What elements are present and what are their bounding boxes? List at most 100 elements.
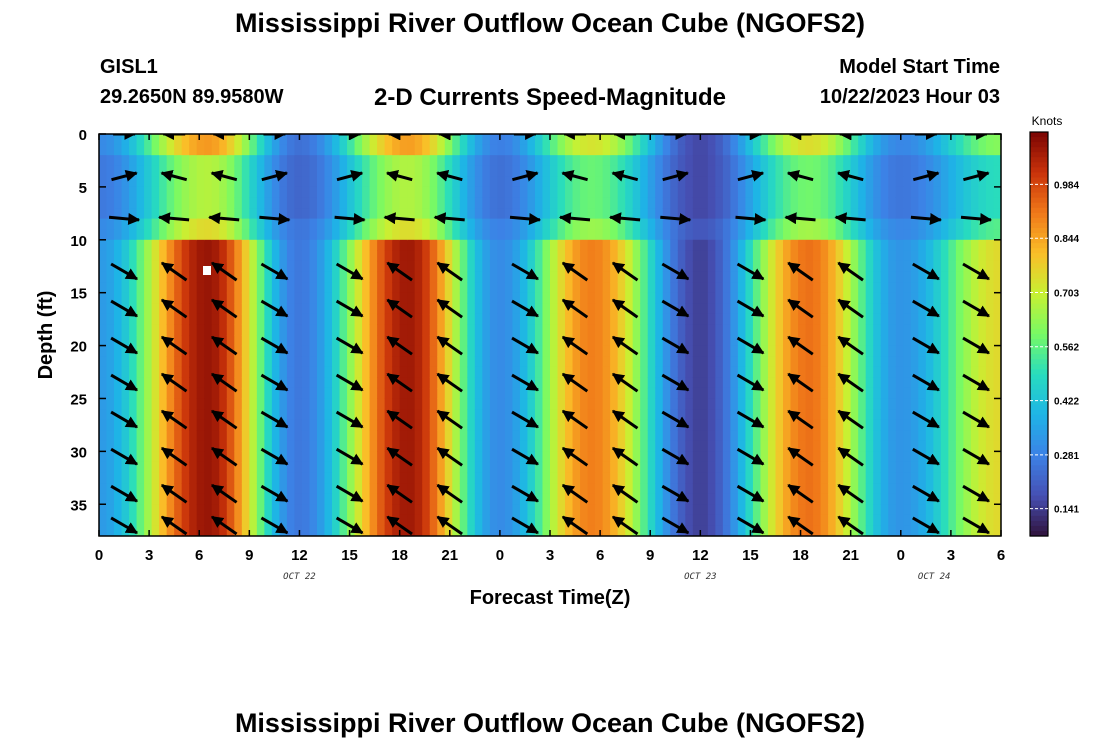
heat-cell [114, 461, 123, 474]
heat-cell [843, 493, 852, 505]
heat-cell [241, 366, 250, 378]
heat-cell [219, 356, 228, 368]
heat-cell [955, 472, 965, 484]
heat-cell [865, 398, 874, 410]
heat-cell [354, 366, 363, 378]
heat-cell [542, 250, 551, 262]
heat-cell [662, 356, 671, 368]
heat-cell [700, 292, 709, 304]
current-vector [837, 409, 864, 430]
heat-cell [557, 472, 566, 484]
heat-cell [474, 345, 483, 357]
heat-cell [760, 504, 769, 516]
heat-cell [399, 155, 408, 167]
heat-cell [640, 271, 649, 283]
heat-cell [497, 313, 506, 326]
heat-cell [685, 260, 694, 273]
heat-cell [955, 335, 965, 347]
heat-cell [414, 472, 423, 484]
heat-cell [234, 197, 243, 209]
heat-cell [99, 504, 108, 516]
heat-cell [234, 155, 243, 167]
heat-cell [414, 250, 423, 262]
heat-cell [99, 356, 108, 368]
heat-cell [595, 472, 604, 484]
heat-cell [805, 461, 814, 474]
heat-cell [948, 282, 957, 294]
heat-cell [286, 504, 296, 516]
colorbar-segment [1030, 253, 1048, 259]
heat-cell [760, 292, 769, 304]
heat-cell [534, 483, 544, 495]
heat-cell [632, 303, 641, 315]
heat-cell [940, 144, 949, 156]
heat-cell [640, 239, 649, 251]
heat-cell [850, 250, 859, 262]
colorbar-segment [1030, 384, 1048, 391]
heat-cell [286, 292, 296, 304]
heat-cell [933, 292, 942, 304]
heat-cell [204, 345, 213, 357]
heat-cell [745, 197, 754, 209]
heat-cell [151, 356, 160, 368]
heat-cell [377, 324, 386, 336]
heat-cell [730, 387, 739, 400]
colorbar-segment [1030, 243, 1048, 249]
heat-cell [249, 208, 258, 220]
heat-cell [497, 451, 506, 463]
current-vector [737, 169, 765, 182]
heat-cell [114, 398, 123, 410]
heat-cell [813, 229, 822, 241]
heat-cell [452, 387, 461, 400]
heat-cell [970, 398, 980, 410]
heat-cell [925, 282, 934, 294]
heat-cell [219, 313, 228, 326]
current-vector [211, 409, 238, 430]
heat-cell [918, 165, 927, 177]
heat-cell [655, 239, 664, 251]
heat-cell [166, 345, 175, 357]
heat-cell [730, 229, 739, 241]
heat-cell [151, 440, 160, 452]
heat-cell [625, 282, 634, 294]
heat-cell [264, 155, 273, 167]
heat-cell [595, 239, 604, 251]
heat-cell [820, 493, 829, 505]
heat-cell [632, 218, 641, 230]
heat-cell [301, 271, 311, 283]
heat-cell [226, 134, 235, 146]
heat-cell [813, 525, 822, 536]
heat-cell [196, 134, 205, 146]
heat-cell [632, 356, 641, 368]
heat-cell [286, 239, 296, 251]
heat-cell [903, 377, 912, 389]
heat-cell [422, 239, 431, 251]
heat-cell [752, 229, 762, 241]
heat-cell [241, 218, 250, 230]
heat-cell [497, 504, 506, 516]
heat-cell [557, 229, 566, 241]
heat-cell [256, 451, 265, 463]
heat-cell [550, 229, 559, 241]
heat-cell [888, 387, 897, 400]
heat-cell [737, 525, 747, 536]
heat-cell [377, 229, 386, 241]
heat-cell [993, 440, 1001, 452]
heat-cell [204, 218, 213, 230]
heat-cell [339, 440, 348, 452]
heat-cell [504, 440, 514, 452]
heat-cell [752, 324, 762, 336]
heat-cell [301, 186, 311, 199]
heat-cell [166, 229, 175, 241]
heat-cell [399, 197, 408, 209]
heat-cell [324, 335, 333, 347]
heat-cell [835, 303, 844, 315]
heat-cell [955, 461, 965, 474]
current-vectors [108, 134, 993, 536]
heat-cell [211, 186, 220, 199]
heat-cell [129, 335, 138, 347]
heat-cell [783, 324, 792, 336]
heat-cell [745, 356, 754, 368]
heat-cell [316, 165, 326, 177]
heat-cell [737, 504, 747, 516]
